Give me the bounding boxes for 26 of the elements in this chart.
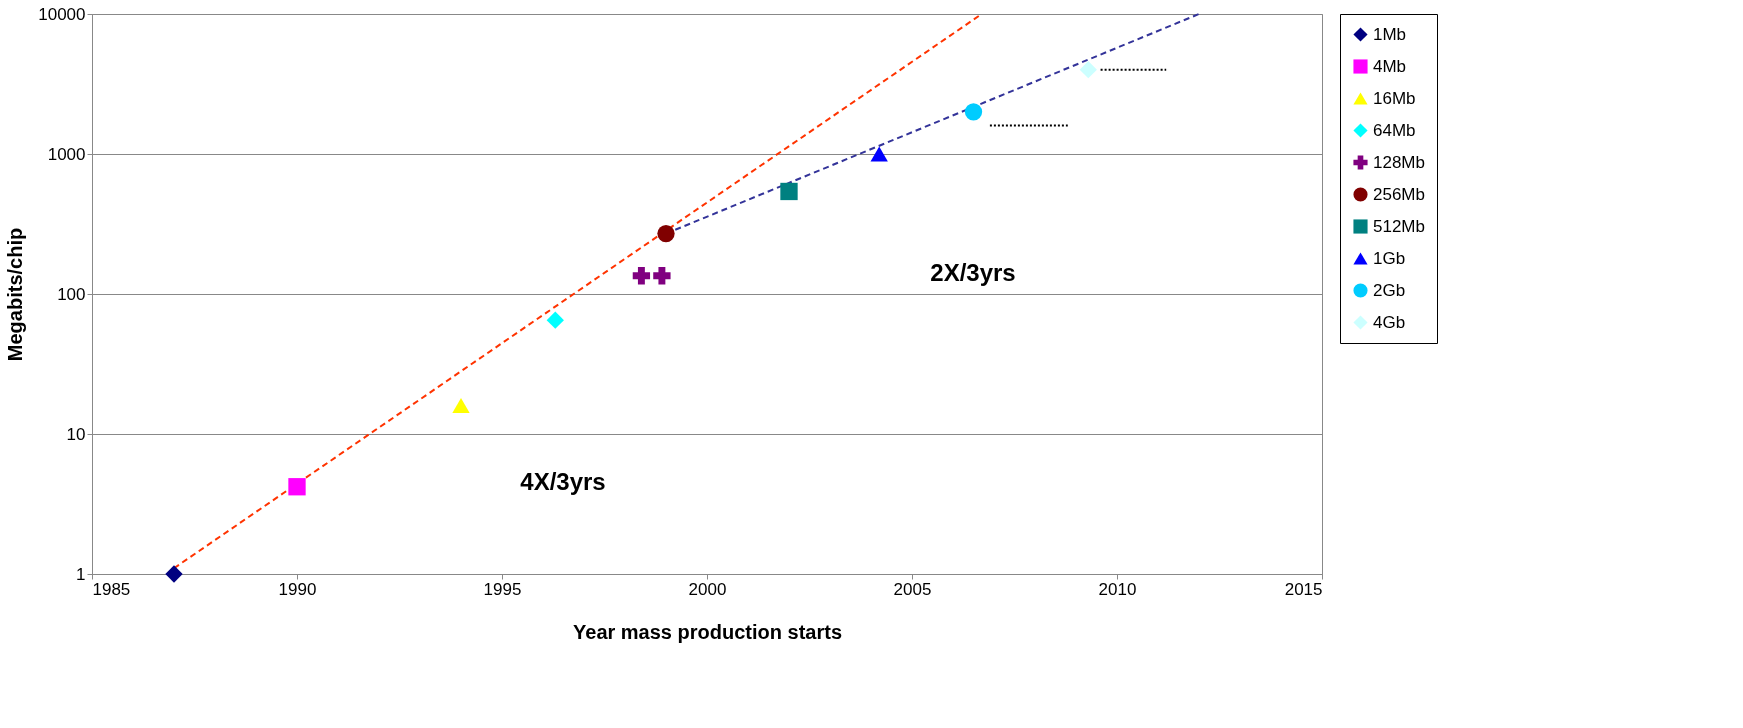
x-tick-label: 1990: [278, 579, 317, 599]
annotation: 2X/3yrs: [930, 259, 1016, 286]
x-tick-label: 1995: [483, 579, 522, 599]
x-tick-label: 2005: [893, 579, 932, 599]
legend-label: 4Gb: [1373, 312, 1406, 332]
legend-label: 4Mb: [1373, 56, 1407, 76]
legend-label: 2Gb: [1373, 280, 1406, 300]
y-axis-title: Megabits/chip: [4, 227, 27, 362]
x-tick-label: 2010: [1098, 579, 1137, 599]
y-tick-label: 1: [76, 564, 86, 584]
x-axis-title: Year mass production starts: [573, 620, 842, 643]
y-tick-label: 10000: [38, 4, 86, 24]
legend-label: 128Mb: [1373, 152, 1425, 172]
legend-label: 1Mb: [1373, 24, 1407, 44]
x-tick-label: 2015: [1284, 579, 1323, 599]
y-tick-label: 100: [57, 284, 86, 304]
annotation: 4X/3yrs: [520, 468, 606, 495]
legend-label: 512Mb: [1373, 216, 1425, 236]
y-tick-label: 1000: [47, 144, 86, 164]
legend-label: 256Mb: [1373, 184, 1425, 204]
legend-label: 1Gb: [1373, 248, 1406, 268]
y-tick-label: 10: [66, 424, 86, 444]
legend-label: 64Mb: [1373, 120, 1416, 140]
x-tick-label: 1985: [92, 579, 131, 599]
x-tick-label: 2000: [688, 579, 727, 599]
legend-label: 16Mb: [1373, 88, 1416, 108]
